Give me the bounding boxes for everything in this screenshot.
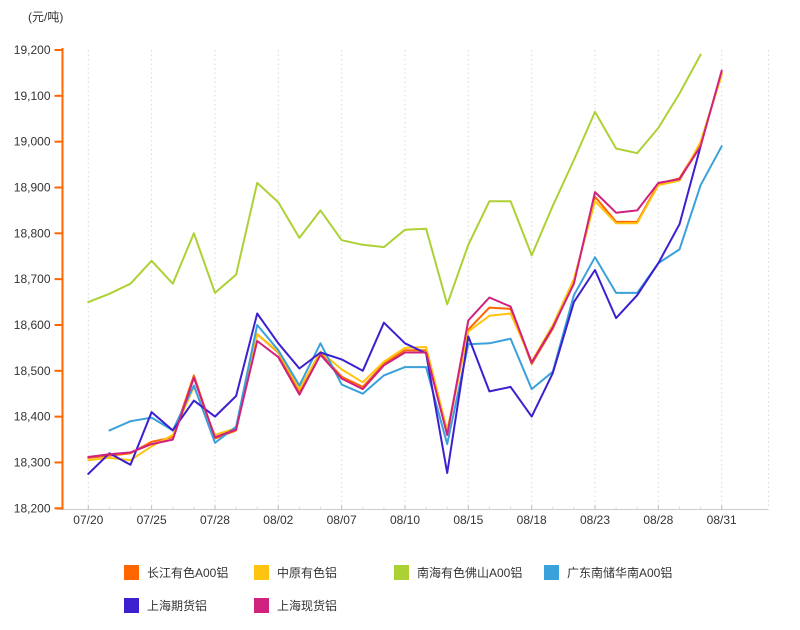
y-tick-label: 18,700 (14, 272, 51, 286)
legend-item: 南海有色佛山A00铝 (394, 564, 544, 581)
legend-item: 长江有色A00铝 (124, 564, 254, 581)
chart-legend: 长江有色A00铝 中原有色铝 南海有色佛山A00铝 广东南储华南A00铝 上海期货铝 上海… (124, 556, 784, 622)
legend-item: 中原有色铝 (254, 564, 394, 581)
y-tick-label: 18,200 (14, 501, 51, 515)
legend-swatch-icon (124, 598, 139, 613)
legend-item: 上海现货铝 (254, 597, 394, 614)
legend-swatch-icon (254, 598, 269, 613)
y-tick-label: 19,200 (14, 43, 51, 57)
legend-label: 广东南储华南A00铝 (567, 566, 673, 580)
series-line (87, 53, 702, 306)
x-tick-label: 08/02 (263, 513, 293, 527)
y-tick-label: 18,900 (14, 180, 51, 194)
legend-row: 上海期货铝 上海现货铝 (124, 589, 784, 622)
x-tick-label: 07/25 (137, 513, 167, 527)
legend-row: 长江有色A00铝 中原有色铝 南海有色佛山A00铝 广东南储华南A00铝 (124, 556, 784, 589)
legend-item: 上海期货铝 (124, 597, 254, 614)
legend-label: 南海有色佛山A00铝 (417, 566, 523, 580)
x-tick-label: 08/10 (390, 513, 420, 527)
y-tick-label: 19,000 (14, 135, 51, 149)
x-tick-label: 08/15 (453, 513, 483, 527)
y-tick-label: 18,600 (14, 318, 51, 332)
series-line (87, 69, 723, 458)
x-tick-label: 08/28 (643, 513, 673, 527)
x-tick-label: 08/23 (580, 513, 610, 527)
series-line (87, 145, 702, 475)
y-tick-label: 18,300 (14, 455, 51, 469)
x-tick-label: 08/18 (517, 513, 547, 527)
y-tick-label: 18,500 (14, 364, 51, 378)
legend-label: 上海现货铝 (277, 599, 338, 613)
series-line (108, 145, 723, 446)
legend-swatch-icon (544, 565, 559, 580)
x-tick-label: 07/28 (200, 513, 230, 527)
legend-label: 上海期货铝 (147, 599, 208, 613)
legend-swatch-icon (254, 565, 269, 580)
y-tick-label: 18,800 (14, 226, 51, 240)
chart-svg: 18,200 18,300 18,400 18,500 18,600 18,700 18,8… (14, 43, 769, 527)
series-line (87, 71, 723, 459)
price-line-chart: 18,200 18,300 18,400 18,500 18,600 18,700 18,8… (14, 43, 769, 527)
legend-swatch-icon (124, 565, 139, 580)
y-tick-label: 18,400 (14, 410, 51, 424)
legend-item: 广东南储华南A00铝 (544, 564, 714, 581)
legend-label: 中原有色铝 (277, 566, 338, 580)
y-axis-unit-label: (元/吨) (28, 10, 64, 24)
legend-swatch-icon (394, 565, 409, 580)
x-tick-label: 07/20 (73, 513, 103, 527)
legend-label: 长江有色A00铝 (147, 566, 229, 580)
x-tick-label: 08/31 (707, 513, 737, 527)
x-tick-label: 08/07 (327, 513, 357, 527)
y-tick-label: 19,100 (14, 89, 51, 103)
